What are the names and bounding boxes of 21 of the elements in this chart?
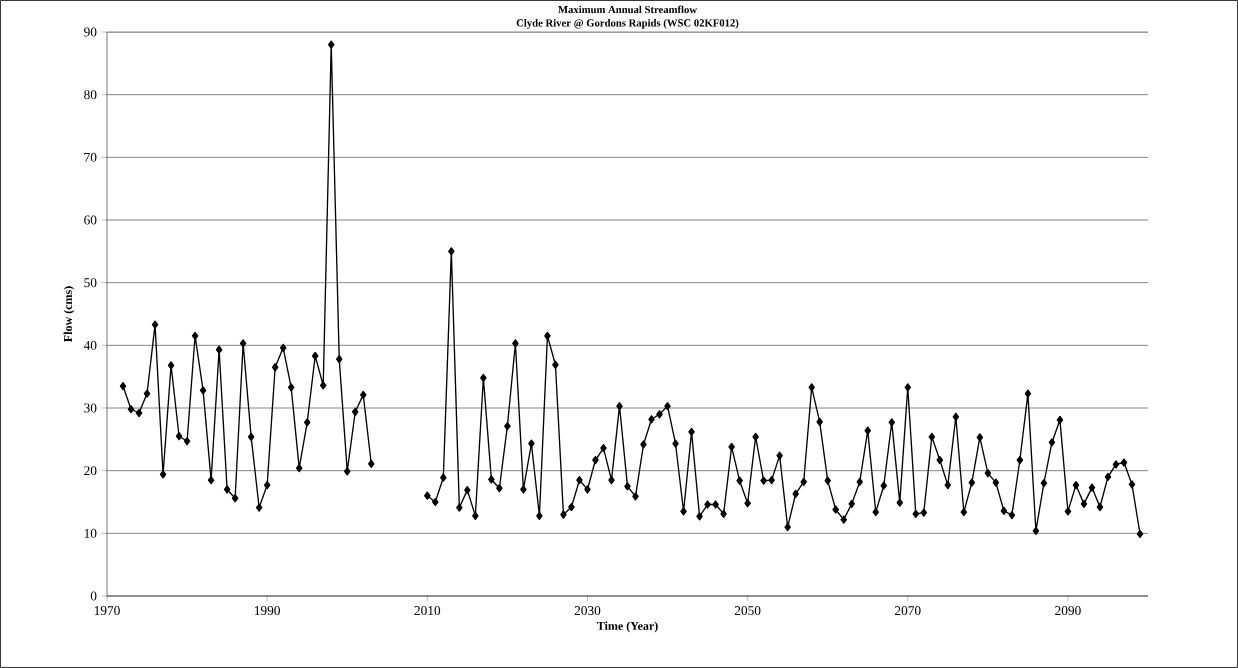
- x-tick-label: 2070: [895, 606, 921, 616]
- y-axis-title: Flow (cms): [63, 286, 75, 342]
- chart-title: Maximum Annual Streamflow: [558, 5, 697, 14]
- y-tick-label: 50: [84, 278, 97, 288]
- y-tick-label: 60: [84, 215, 97, 225]
- y-tick-label: 70: [84, 152, 97, 162]
- y-tick-label: 10: [84, 528, 97, 538]
- y-tick-label: 0: [90, 591, 97, 601]
- x-axis-title: Time (Year): [596, 621, 658, 633]
- y-tick-label: 40: [83, 340, 97, 350]
- y-tick-label: 90: [84, 27, 97, 37]
- x-tick-label: 1970: [94, 606, 120, 616]
- y-tick-label: 80: [84, 90, 97, 100]
- x-tick-label: 2010: [414, 606, 441, 616]
- x-tick-label: 2050: [734, 606, 761, 616]
- y-tick-label: 20: [84, 466, 97, 476]
- y-tick-label: 30: [84, 403, 97, 413]
- x-tick-label: 1990: [254, 606, 280, 616]
- x-tick-label: 2030: [574, 606, 601, 616]
- x-tick-label: 2090: [1055, 606, 1081, 616]
- chart-subtitle: Clyde River @ Gordons Rapids (WSC 02KF012): [516, 19, 739, 29]
